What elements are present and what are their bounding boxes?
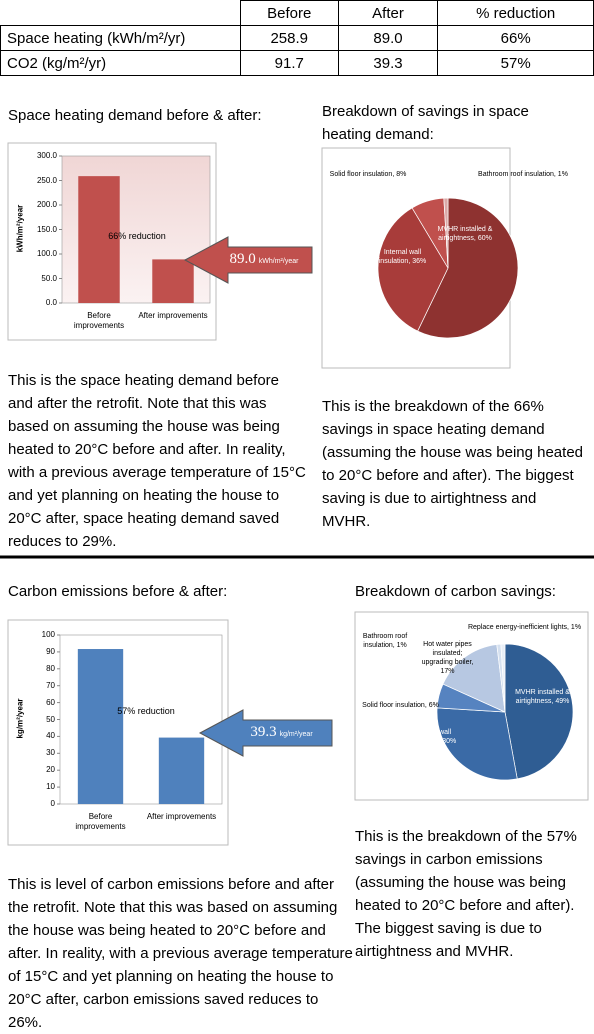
paragraph: This is level of carbon emissions before…: [8, 876, 353, 1031]
slice-label: Bathroom roof insulation, 1%: [478, 171, 568, 178]
breakdown-heading: Breakdown of carbon savings:: [355, 583, 556, 600]
y-tick-label: 300.0: [36, 151, 57, 160]
cell: 89.0: [337, 25, 439, 51]
y-axis-label: kg/m²/year: [15, 697, 25, 739]
y-tick-label: 30: [46, 748, 55, 758]
y-tick-label: 0: [50, 799, 55, 808]
y-tick-label: 60: [46, 697, 55, 707]
slice-label: Internal wall insulation, 36%: [378, 249, 427, 265]
y-tick-label: 150.0: [36, 224, 57, 234]
pie-slice: [377, 207, 449, 332]
y-axis-label: kWh/m²/year: [15, 204, 25, 252]
bar: [152, 259, 194, 303]
row-label: CO2 (kg/m²/yr): [0, 50, 241, 76]
cell: 66%: [437, 25, 594, 51]
y-tick-label: 40: [46, 731, 55, 741]
annotation: 57% reduction: [117, 706, 175, 716]
bar: [78, 176, 120, 303]
breakdown-heading: Breakdown of savings in space heating de…: [322, 103, 529, 143]
slice-label: MVHR installed & airtightness, 49%: [515, 689, 570, 705]
paragraph: This is the breakdown of the 57% savings…: [355, 828, 577, 960]
row-label: Space heating (kWh/m²/yr): [0, 25, 241, 51]
pie-slice: [443, 197, 449, 269]
slice-label: Bathroom roof insulation, 1%: [362, 633, 408, 649]
y-tick-label: 70: [46, 680, 55, 690]
empty-cell: [1, 1, 241, 26]
row: CO2 (kg/m²/yr) 91.7 39.3 57%: [0, 50, 594, 76]
column-header: After: [337, 0, 439, 26]
y-tick-label: 100: [41, 630, 55, 639]
y-tick-label: 90: [46, 646, 55, 656]
pie-slice: [442, 644, 506, 713]
paragraph: This is the breakdown of the 66% savings…: [322, 398, 584, 530]
pie-slice: [417, 197, 519, 339]
pie-slice: [500, 643, 506, 713]
y-tick-label: 250.0: [36, 175, 57, 185]
y-tick-label: 10: [46, 782, 55, 792]
y-tick-label: 0.0: [45, 298, 57, 307]
cell: 91.7: [239, 50, 339, 76]
slice-label: Internal wall insulation, 30%: [408, 729, 457, 745]
x-tick-label: After improvements: [138, 311, 208, 320]
slice-label: Hot water pipes insulated; upgrading boi…: [421, 641, 474, 675]
slice-label: Solid floor insulation, 6%: [362, 702, 439, 709]
paragraph: This is the space heating demand before …: [8, 372, 306, 550]
summary-table: Before After % reduction Space heating (…: [0, 0, 594, 76]
slice-label: Solid floor insulation, 8%: [329, 171, 407, 178]
slice-label: MVHR installed & airtightness, 60%: [437, 226, 493, 242]
callout-arrow: [198, 709, 333, 757]
y-tick-label: 200.0: [36, 200, 57, 209]
y-tick-label: 50.0: [41, 273, 57, 283]
callout-value: 89.0: [229, 251, 256, 267]
x-tick-label: Before improvements: [73, 311, 125, 330]
column-header: Before: [239, 0, 339, 26]
y-tick-label: 80: [46, 663, 55, 673]
column-header: % reduction: [437, 0, 594, 26]
x-tick-label: Before improvements: [75, 812, 126, 831]
cell: 39.3: [337, 50, 439, 76]
callout-unit: kWh/m²/year: [258, 258, 299, 265]
annotation: 66% reduction: [108, 231, 166, 241]
callout: 39.3 kg/m²/year: [235, 723, 328, 741]
x-tick-label: After improvements: [146, 812, 217, 821]
bar: [77, 649, 124, 804]
header-row: Before After % reduction: [1, 0, 594, 26]
callout: 89.0 kWh/m²/year: [220, 250, 308, 268]
cell: 57%: [437, 50, 594, 76]
pie-slice: [436, 707, 518, 781]
callout-unit: kg/m²/year: [279, 731, 313, 738]
cell: 258.9: [239, 25, 339, 51]
section-heading: Space heating demand before & after:: [8, 107, 262, 124]
pie-slice: [504, 643, 574, 780]
callout-arrow: [183, 236, 313, 284]
section-heading: Carbon emissions before & after:: [8, 583, 228, 600]
callout-value: 39.3: [250, 724, 277, 740]
bar: [158, 737, 205, 804]
y-tick-label: 100.0: [36, 249, 57, 258]
y-tick-label: 50: [46, 714, 55, 724]
row: Space heating (kWh/m²/yr) 258.9 89.0 66%: [0, 25, 594, 51]
slice-label: Replace energy-inefficient lights, 1%: [467, 624, 582, 631]
y-tick-label: 20: [46, 765, 55, 775]
